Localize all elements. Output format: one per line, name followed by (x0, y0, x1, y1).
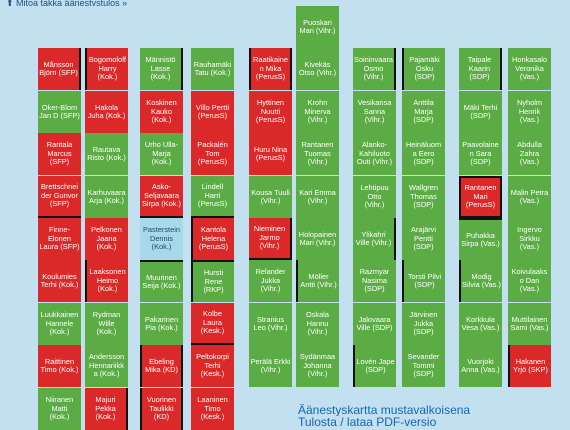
seat-10[interactable]: Honkasalo Veronika (Vas.) (508, 48, 551, 90)
seat-54[interactable]: Hursti Rene (RKP) (191, 260, 234, 302)
seat-35[interactable]: Kousa Tuuli (Vihr.) (249, 176, 292, 218)
seat-21[interactable]: Rantala Marcus (SFP) (38, 133, 81, 175)
seat-47[interactable]: Ylikahri Ville (Vihr.) (353, 218, 396, 260)
seat-17[interactable]: Vesikansa Sanna (Vihr.) (353, 91, 396, 133)
seat-37[interactable]: Lehtipuu Otto (Vihr.) (353, 176, 396, 218)
seat-57[interactable]: Razmyar Nasima (SDP) (353, 260, 396, 302)
seat-6[interactable]: Kivekäs Otso (Vihr.) (296, 48, 339, 90)
seat-12[interactable]: Hakola Juha (Kok.) (85, 91, 128, 133)
seat-4[interactable]: Rauhamäki Tatu (Kok.) (191, 48, 234, 90)
seat-45[interactable]: Nieminen Jarmo (Vihr.) (249, 218, 292, 260)
seat-24[interactable]: Packalén Tom (PerusS) (191, 133, 234, 175)
seat-43[interactable]: Pasterstein Dennis (Kok.) (140, 218, 183, 260)
seat-38[interactable]: Wallgren Thomas (SDP) (402, 176, 445, 218)
seat-34[interactable]: Lindell Harri (PerusS) (191, 176, 234, 218)
seat-50[interactable]: Ingervo Sirkku (Vas.) (508, 218, 551, 260)
seat-64[interactable]: Kolbe Laura (Kesk.) (191, 303, 234, 345)
seat-14[interactable]: Villo Pertti (PerusS) (191, 91, 234, 133)
seat-44[interactable]: Kantola Helena (PerusS) (191, 218, 234, 260)
seat-72[interactable]: Andersson Hennariikk a (Kok.) (85, 345, 128, 387)
seat-40[interactable]: Malin Petra (Vas.) (508, 176, 551, 218)
seat-36[interactable]: Kari Emma (Vihr.) (296, 176, 339, 218)
seat-79[interactable]: Vuorjoki Anna (Vas.) (459, 345, 502, 387)
seat-83[interactable]: Vuorinen Taulikki (KD) (140, 388, 183, 430)
seat-75[interactable]: Perälä Erkki (Vihr.) (249, 345, 292, 387)
seat-7[interactable]: Soininvaara Osmo (Vihr.) (353, 48, 396, 90)
seat-53[interactable]: Muurinen Seija (Kok.) (140, 260, 183, 302)
seat-71[interactable]: Raittinen Timo (Kok.) (38, 345, 81, 387)
seat-9[interactable]: Taipale Kaarin (SDP) (459, 48, 502, 90)
seat-59[interactable]: Modig Silvia (Vas.) (459, 260, 502, 302)
seat-16[interactable]: Krohn Minerva (Vihr.) (296, 91, 339, 133)
seat-23[interactable]: Urho Ulla- Marja (Kok.) (140, 133, 183, 175)
seat-81[interactable]: Niiranen Matti (Kok.) (38, 388, 81, 430)
seat-55[interactable]: Relander Jukka (Vihr.) (249, 260, 292, 302)
seat-8[interactable]: Pajamäki Osku (SDP) (402, 48, 445, 90)
seat-33[interactable]: Asko- Seljavaara Sirpa (Kok.) (140, 176, 183, 218)
seat-74[interactable]: Peltokorpi Terhi (Kesk.) (191, 345, 234, 387)
seat-42[interactable]: Pelkonen Jaana (Kok.) (85, 218, 128, 260)
seat-63[interactable]: Pakarinen Pia (Kok.) (140, 303, 183, 345)
top-link[interactable]: ⬆ Mitoa takka äänestystulos » (6, 0, 128, 6)
seat-78[interactable]: Sevander Tommi (SDP) (402, 345, 445, 387)
seat-82[interactable]: Majuri Pekka (Kok.) (85, 388, 128, 430)
seat-19[interactable]: Mäki Terhi (SDP) (459, 91, 502, 133)
seat-0[interactable]: Puoskari Mari (Vihr.) (296, 6, 339, 48)
seat-13[interactable]: Koskinen Kauko (Kok.) (140, 91, 183, 133)
seat-41[interactable]: Finne- Elonen Laura (SFP) (38, 218, 81, 260)
seat-26[interactable]: Rantanen Tuomas (Vihr.) (296, 133, 339, 175)
seat-2[interactable]: Bogomoloff Harry (Kok.) (85, 48, 128, 90)
seat-51[interactable]: Koulumies Terhi (Kok.) (38, 260, 81, 302)
seat-30[interactable]: Abdulla Zahra (Vas.) (508, 133, 551, 175)
seat-56[interactable]: Möller Antti (Vihr.) (296, 260, 339, 302)
seat-15[interactable]: Hyttinen Nuutti (PerusS) (249, 91, 292, 133)
legend-title: Äänestyskartta mustavalkoisena (298, 404, 471, 416)
seat-22[interactable]: Rautava Risto (Kok.) (85, 133, 128, 175)
seat-25[interactable]: Huru Nina (PerusS) (249, 133, 292, 175)
seat-31[interactable]: Brettschnei der Gunvor (SFP) (38, 176, 81, 218)
seat-76[interactable]: Sydänmaa Johanna (Vihr.) (296, 345, 339, 387)
seat-61[interactable]: Luukkainen Hannele (Kok.) (38, 303, 81, 345)
seat-5[interactable]: Raatikaine n Mika (PerusS) (249, 48, 292, 90)
seat-1[interactable]: Månsson Björn (SFP) (38, 48, 81, 90)
seat-11[interactable]: Oker-Blom Jan D (SFP) (38, 91, 81, 133)
seat-28[interactable]: Heinäluom a Eero (SDP) (402, 133, 445, 175)
seat-46[interactable]: Holopainen Mari (Vihr.) (296, 218, 339, 260)
seat-67[interactable]: Jalovaara Ville (SDP) (353, 303, 396, 345)
seat-18[interactable]: Anttila Marja (SDP) (402, 91, 445, 133)
seat-69[interactable]: Korkkula Vesa (Vas.) (459, 303, 502, 345)
seat-62[interactable]: Rydman Wille (Kok.) (85, 303, 128, 345)
seat-27[interactable]: Alanko- Kahiluoto Outi (Vihr.) (353, 133, 396, 175)
seat-70[interactable]: Muttilainen Sami (Vas.) (508, 303, 551, 345)
legend-print-link[interactable]: Tulosta / lataa PDF-versio (298, 416, 437, 428)
seat-3[interactable]: Männistö Lasse (Kok.) (140, 48, 183, 90)
seat-29[interactable]: Paavolaine n Sara (SDP) (459, 133, 502, 175)
seat-65[interactable]: Stranius Leo (Vihr.) (249, 303, 292, 345)
seat-77[interactable]: Lovén Jape (SDP) (353, 345, 396, 387)
seat-60[interactable]: Koivulaaks o Dan (Vas.) (508, 260, 551, 302)
seat-80[interactable]: Hakanen Yrjö (SKP) (508, 345, 551, 387)
seat-73[interactable]: Ebeling Mika (KD) (140, 345, 183, 387)
legend: Äänestyskartta mustavalkoisena Tulosta /… (298, 404, 568, 428)
seat-68[interactable]: Järvinen Jukka (SDP) (402, 303, 445, 345)
seat-20[interactable]: Nyholm Henrik (Vas.) (508, 91, 551, 133)
seat-58[interactable]: Torsti Pilvi (SDP) (402, 260, 445, 302)
seat-32[interactable]: Karhuvaara Arja (Kok.) (85, 176, 128, 218)
seat-39[interactable]: Rantanen Mari (PerusS) (459, 176, 502, 218)
seat-49[interactable]: Puhakka Sirpa (Vas.) (459, 218, 502, 260)
seat-48[interactable]: Arajärvi Pentti (SDP) (402, 218, 445, 260)
seat-52[interactable]: Laaksonen Heimo (Kok.) (85, 260, 128, 302)
seat-66[interactable]: Oskala Hannu (Vihr.) (296, 303, 339, 345)
seat-84[interactable]: Laaninen Timo (Kesk.) (191, 388, 234, 430)
